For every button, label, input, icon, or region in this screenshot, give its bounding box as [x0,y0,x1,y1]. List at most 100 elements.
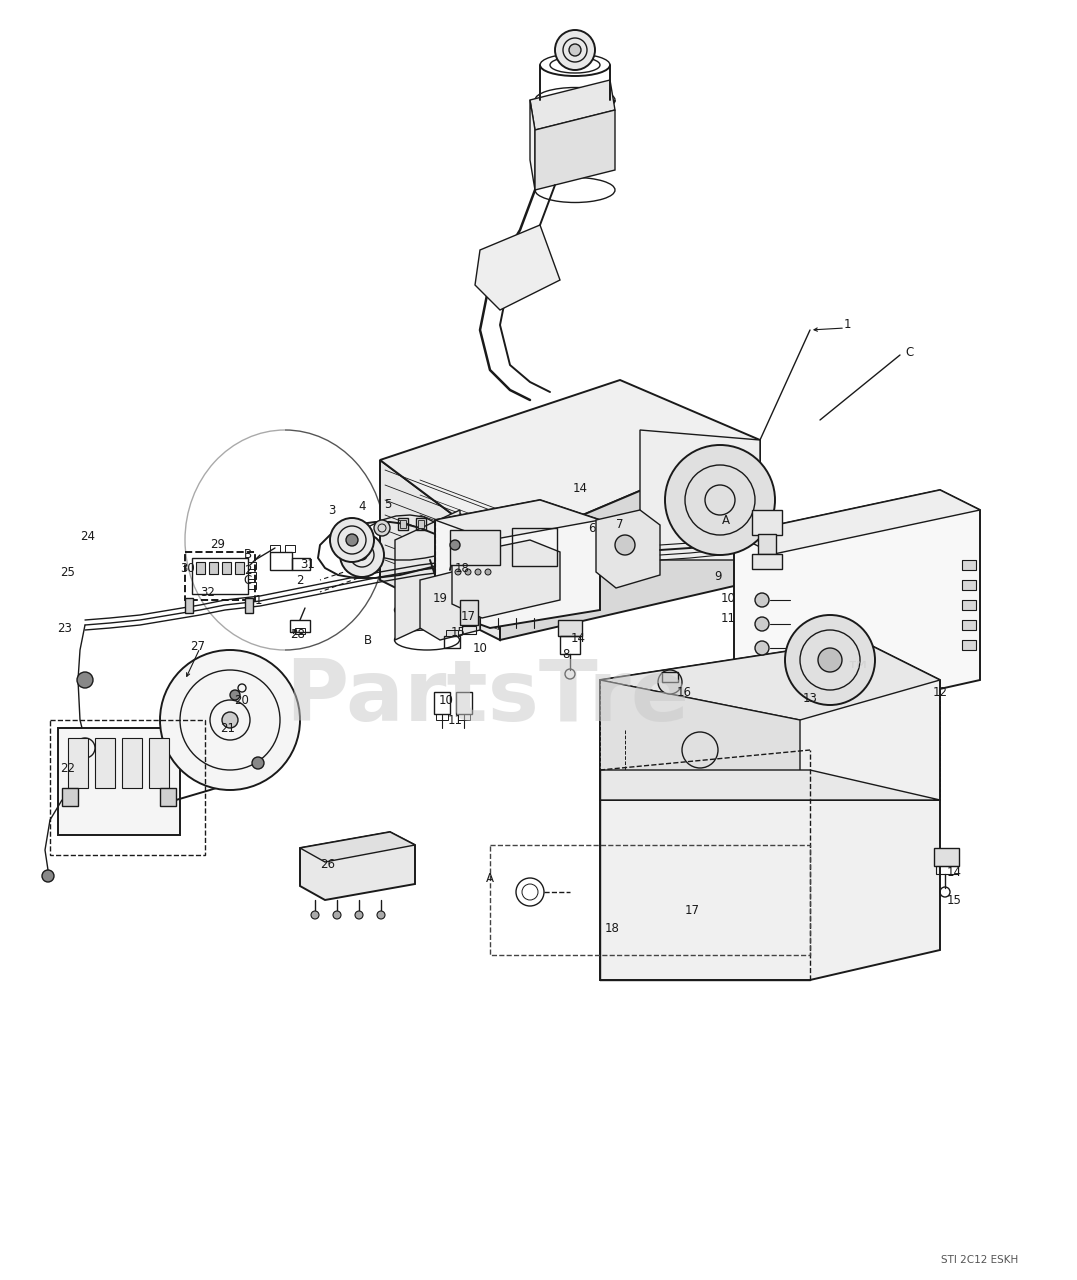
Circle shape [755,641,769,655]
Polygon shape [380,380,760,550]
Bar [292,558,310,570]
Polygon shape [420,570,480,640]
Text: 18: 18 [604,922,619,934]
Bar [458,714,470,719]
Circle shape [785,614,875,705]
Polygon shape [395,509,460,640]
Text: 15: 15 [450,626,465,639]
Text: C: C [243,573,252,586]
Text: 9: 9 [714,570,722,582]
Polygon shape [600,640,940,719]
Bar [185,598,193,613]
Text: 11: 11 [721,612,736,625]
Circle shape [615,535,635,556]
Text: A: A [722,513,730,526]
Bar [456,692,472,714]
Bar [962,561,976,570]
Text: ™: ™ [845,660,870,684]
Text: 16: 16 [676,686,691,699]
Circle shape [252,756,264,769]
Circle shape [665,445,775,556]
Bar [560,636,581,654]
Bar [460,600,478,625]
Bar [62,788,78,806]
Bar [450,530,500,564]
Text: 15: 15 [947,893,962,906]
Circle shape [346,534,358,547]
Circle shape [475,570,481,575]
Bar [934,847,959,867]
Text: 17: 17 [685,904,699,916]
Bar [122,739,142,788]
Polygon shape [600,680,800,840]
Circle shape [819,648,842,672]
Bar [490,845,810,955]
Text: 17: 17 [461,609,476,622]
Polygon shape [500,440,760,640]
Bar [416,518,426,530]
Text: 1: 1 [254,594,262,607]
Text: A: A [486,872,494,884]
Text: 23: 23 [57,622,72,635]
Circle shape [555,29,595,70]
Circle shape [569,44,581,56]
Bar [222,562,230,573]
Text: 7: 7 [616,517,624,530]
Text: 1: 1 [843,319,851,332]
Polygon shape [535,110,615,189]
Bar [436,714,448,719]
Circle shape [658,669,682,694]
Circle shape [311,911,319,919]
Polygon shape [640,430,760,561]
Polygon shape [475,225,560,310]
Bar [160,788,176,806]
Bar [752,554,782,570]
Bar [446,630,458,636]
Circle shape [160,650,300,790]
Bar [662,672,679,682]
Text: 12: 12 [933,686,948,699]
Text: 24: 24 [81,530,96,543]
Text: 14: 14 [573,481,587,494]
Bar [752,509,782,535]
Text: 32: 32 [200,585,215,599]
Text: C: C [906,346,914,358]
Bar [962,620,976,630]
Bar [962,600,976,611]
Circle shape [465,570,471,575]
Bar [270,545,280,552]
Text: 25: 25 [60,566,75,579]
Bar [196,562,205,573]
Text: 30: 30 [181,562,195,575]
Bar [936,867,959,874]
Circle shape [340,532,384,577]
Text: 3: 3 [328,503,336,517]
Bar [758,534,777,554]
Circle shape [222,712,238,728]
Polygon shape [435,500,600,540]
Text: STI 2C12 ESKH: STI 2C12 ESKH [941,1254,1019,1265]
Circle shape [377,911,384,919]
Circle shape [374,520,390,536]
Circle shape [355,911,363,919]
Bar [512,527,557,566]
Text: PartsTre: PartsTre [285,657,689,739]
Text: B: B [364,635,372,648]
Text: 4: 4 [359,499,366,512]
Polygon shape [300,832,415,861]
Bar [400,520,406,527]
Text: 10: 10 [721,591,736,604]
Bar [962,640,976,650]
Circle shape [76,672,93,689]
Text: 10: 10 [438,694,453,707]
Text: 28: 28 [291,627,306,640]
Circle shape [230,690,240,700]
Circle shape [755,593,769,607]
Text: 5: 5 [384,498,392,511]
Text: 13: 13 [802,691,817,704]
Text: 19: 19 [433,591,448,604]
Bar [290,620,310,632]
Text: 20: 20 [235,694,250,707]
Text: 2: 2 [296,573,304,586]
Polygon shape [735,490,980,726]
